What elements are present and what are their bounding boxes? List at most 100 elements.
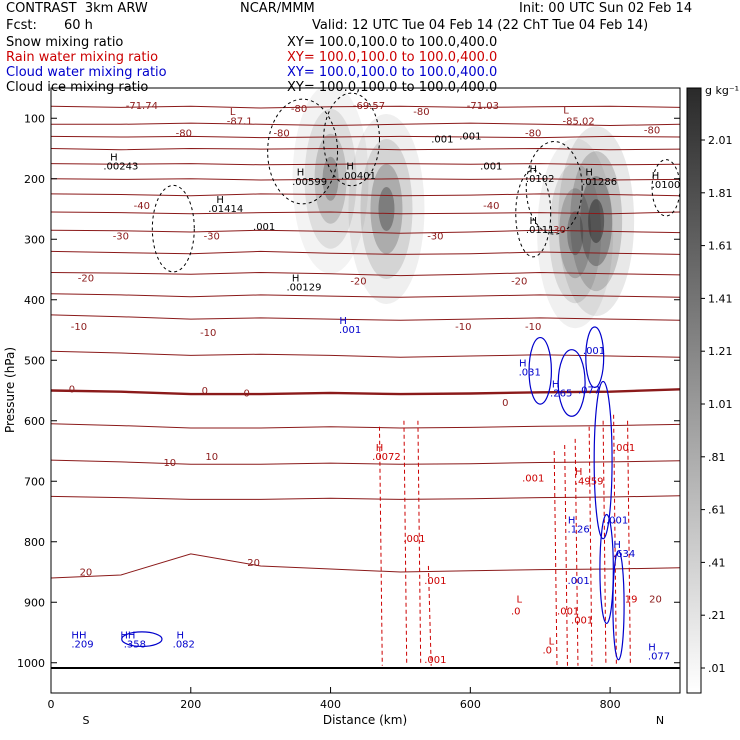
y-tick-label: 1000 xyxy=(17,657,45,670)
rain-contour xyxy=(564,444,568,666)
rain-label: H xyxy=(575,467,583,478)
rain-label: .4959 xyxy=(575,476,604,487)
cloud-ice-label: .00599 xyxy=(292,177,327,188)
cloud-ice-label: H xyxy=(292,274,300,285)
temperature-label: 20 xyxy=(649,594,662,605)
x-tick-label: 400 xyxy=(320,698,341,711)
rain-label: H xyxy=(376,443,384,454)
cloud-water-label: H xyxy=(519,358,527,369)
x-axis-label: Distance (km) xyxy=(323,713,407,727)
cloud-ice-label: .00243 xyxy=(103,162,138,173)
y-axis-label: Pressure (hPa) xyxy=(3,347,17,433)
cloud-ice-label: H xyxy=(216,195,224,206)
cloud-ice-label: .0102 xyxy=(526,174,555,185)
cloud-water-label: .265 xyxy=(550,389,572,400)
cloud-ice-label: .001 xyxy=(431,134,453,145)
cloud-ice-label: H xyxy=(110,153,118,164)
cloud-water-contour xyxy=(599,513,614,625)
valid-time: Valid: 12 UTC Tue 04 Feb 14 (22 ChT Tue … xyxy=(312,18,649,33)
rain-contour xyxy=(627,420,631,666)
endpoint-right-label: N xyxy=(656,714,664,727)
colorbar-level-label: 1.81 xyxy=(708,187,733,200)
colorbar-level-label: 1.41 xyxy=(708,292,733,305)
snow-shade-ring xyxy=(314,133,347,224)
rain-label: .001 xyxy=(613,443,635,454)
x-tick-label: 200 xyxy=(180,698,201,711)
temperature-label: -80 xyxy=(291,104,307,115)
cloud-water-label: .082 xyxy=(173,640,195,651)
temperature-label: -80 xyxy=(525,128,541,139)
rain-label: .001 xyxy=(557,606,579,617)
colorbar-level-label: 2.01 xyxy=(708,134,733,147)
temperature-label: L xyxy=(563,105,569,116)
colorbar-level-label: 1.21 xyxy=(708,345,733,358)
snow-shade-ring xyxy=(559,188,592,279)
rain-label: .001 xyxy=(571,615,593,626)
cloud-ice-contour xyxy=(515,169,552,258)
temperature-label: -30 xyxy=(113,231,129,242)
contour-label-layer: -71.74L-87.1-80 -69.57-80-71.03 L-85.02-80… xyxy=(69,101,680,666)
cloud-ice-label: H xyxy=(652,171,660,182)
temperature-label: -20 xyxy=(78,274,94,285)
temperature-label: L xyxy=(230,107,236,118)
y-tick-label: 400 xyxy=(24,294,45,307)
temperature-label: -87.1 xyxy=(227,116,253,127)
snow-maximum-2 xyxy=(537,138,614,329)
rain-label: .0072 xyxy=(372,452,401,463)
temperature-label: -30 xyxy=(204,231,220,242)
rain-contour xyxy=(427,565,432,666)
cloud-water-contour xyxy=(585,326,605,389)
cloud-ice-label: .001 xyxy=(459,131,481,142)
temperature-contour xyxy=(51,135,680,139)
rain-contour xyxy=(553,450,558,666)
snow-shade-ring xyxy=(580,176,613,267)
temperature-contour xyxy=(51,122,680,127)
snow-shade-ring xyxy=(378,187,395,231)
cloud-water-contour xyxy=(528,336,553,405)
cloud-water-label: .031 xyxy=(519,367,541,378)
plot-frame xyxy=(50,87,681,694)
legend-snow-xy: XY= 100.0,100.0 to 100.0,400.0 xyxy=(287,35,498,50)
cloud-ice-contour xyxy=(525,141,583,235)
colorbar-level-label: .21 xyxy=(708,609,726,622)
cloud-water-label: H xyxy=(552,379,560,390)
fcst-value: 60 h xyxy=(64,18,93,33)
cloud-ice-contour xyxy=(151,184,195,273)
snow-shading-layer xyxy=(292,88,635,329)
cloud-water-label: .001 xyxy=(583,346,605,357)
temperature-contour xyxy=(51,293,680,298)
temperature-label: -71.03 xyxy=(467,101,499,112)
snow-maximum-0 xyxy=(292,88,369,274)
snow-shade-ring xyxy=(322,156,339,201)
temperature-label: 0 xyxy=(69,384,75,395)
colorbar-level-label: 1.01 xyxy=(708,398,733,411)
temperature-label: -40 xyxy=(134,201,150,212)
cloud-ice-label: .01414 xyxy=(208,204,243,215)
cloud-water-label: .077 xyxy=(578,386,600,397)
cloud-water-label: H xyxy=(613,540,621,551)
cloud-water-label: .634 xyxy=(613,549,635,560)
cloud-ice-label: H xyxy=(585,168,593,179)
temperature-contour xyxy=(51,495,680,500)
cloud-water-contour xyxy=(593,380,613,540)
y-tick-label: 100 xyxy=(24,112,45,125)
y-tick-label: 200 xyxy=(24,173,45,186)
temperature-label: 20 xyxy=(247,558,260,569)
cloud-water-label: .001 xyxy=(339,325,361,336)
cloud-water-label: H xyxy=(648,643,656,654)
temperature-label: 0 xyxy=(244,389,250,400)
temperature-label: -80 xyxy=(176,128,192,139)
snow-shade-ring xyxy=(292,88,369,274)
cloud-ice-label: .001 xyxy=(480,162,502,173)
temperature-contour xyxy=(51,271,680,277)
colorbar-level-label: .61 xyxy=(708,504,726,517)
rain-label: .001 xyxy=(424,576,446,587)
rain-contour xyxy=(417,420,422,666)
temperature-contour xyxy=(51,553,680,579)
rain-contour xyxy=(574,438,579,666)
cloud-water-label: H xyxy=(339,316,347,327)
temperature-label: -85.02 xyxy=(563,116,595,127)
temperature-contour xyxy=(51,350,680,358)
